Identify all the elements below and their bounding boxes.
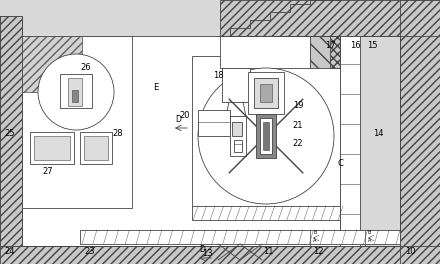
Text: 16: 16	[350, 41, 360, 50]
Bar	[0, 246, 440, 264]
Bar	[220, 36, 310, 68]
Bar	[84, 136, 108, 160]
Text: 10: 10	[405, 248, 415, 257]
Bar	[230, 116, 246, 156]
Text: 14: 14	[373, 130, 383, 139]
Circle shape	[198, 68, 334, 204]
Bar	[192, 56, 340, 208]
Bar	[254, 78, 278, 108]
Bar	[22, 36, 340, 246]
Text: 20: 20	[180, 111, 190, 120]
Bar	[0, 16, 22, 246]
Text: 11: 11	[263, 248, 273, 257]
Bar	[232, 122, 242, 136]
Text: 12: 12	[313, 248, 323, 257]
Text: B: B	[313, 230, 316, 235]
Text: 25: 25	[5, 130, 15, 139]
Circle shape	[38, 54, 114, 130]
Bar	[22, 36, 132, 208]
Bar	[310, 36, 340, 68]
Text: 24: 24	[5, 248, 15, 257]
Text: C: C	[337, 159, 343, 168]
Bar	[22, 36, 82, 92]
Bar	[263, 122, 269, 150]
Bar	[34, 136, 70, 160]
Bar	[260, 118, 272, 154]
Bar	[80, 132, 112, 164]
Text: 22: 22	[293, 139, 303, 148]
Text: 19: 19	[293, 101, 303, 111]
Text: A: A	[368, 238, 371, 243]
Text: A: A	[313, 238, 316, 243]
Bar	[330, 36, 340, 68]
Text: B: B	[368, 230, 371, 235]
Text: 26: 26	[81, 64, 92, 73]
Text: 13: 13	[202, 249, 213, 258]
Bar	[60, 74, 92, 108]
Bar	[256, 114, 276, 158]
Bar	[30, 132, 74, 164]
Text: 15: 15	[367, 41, 377, 50]
Bar	[198, 110, 230, 136]
Text: D: D	[199, 245, 205, 254]
Bar	[0, 16, 22, 246]
Bar	[222, 68, 250, 102]
Bar	[260, 84, 272, 102]
Bar	[68, 78, 82, 106]
Text: E: E	[154, 83, 159, 92]
Bar	[80, 230, 400, 244]
Bar	[220, 0, 440, 36]
Bar	[192, 206, 340, 220]
Bar	[72, 90, 78, 102]
Text: 23: 23	[84, 248, 95, 257]
Bar	[340, 36, 360, 246]
Text: 27: 27	[43, 167, 53, 177]
Bar	[400, 0, 440, 264]
Text: 28: 28	[113, 130, 123, 139]
Text: 18: 18	[213, 72, 224, 81]
Bar	[234, 140, 242, 152]
Text: D: D	[175, 115, 181, 124]
Text: 21: 21	[293, 121, 303, 130]
Text: 17: 17	[325, 41, 335, 50]
Bar	[248, 72, 284, 114]
